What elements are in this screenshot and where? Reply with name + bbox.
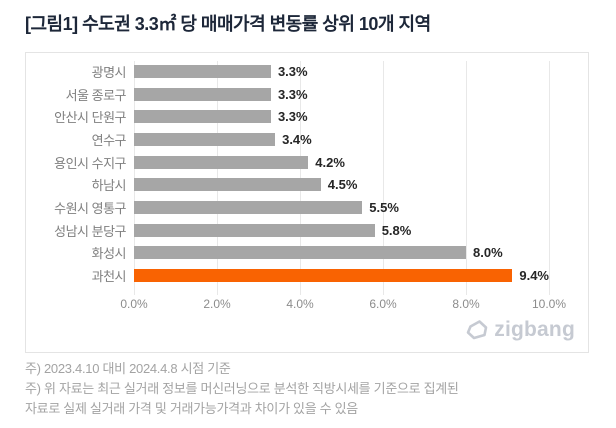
category-label: 용인시 수지구 <box>54 155 126 171</box>
category-label: 서울 종로구 <box>65 87 127 103</box>
bar-track: 3.3% <box>134 86 549 102</box>
bar-track: 9.4% <box>134 268 549 284</box>
bar-track: 3.3% <box>134 63 549 79</box>
bar-track: 3.3% <box>134 109 549 125</box>
value-label: 9.4% <box>519 268 549 284</box>
footnote-line: 주) 위 자료는 최근 실거래 정보를 머신러닝으로 분석한 직방시세를 기준으… <box>25 381 459 396</box>
category-label: 하남시 <box>91 178 127 194</box>
category-label: 화성시 <box>91 246 127 262</box>
bar <box>134 132 276 146</box>
bar-row: 광명시 3.3% <box>26 60 588 83</box>
bar-row: 연수구 3.4% <box>26 128 588 151</box>
gridline <box>549 61 550 295</box>
gridlines <box>134 61 550 295</box>
category-label: 연수구 <box>91 132 127 148</box>
footnote-line: 주) 2023.4.10 대비 2024.4.8 시점 기준 <box>25 361 231 376</box>
bar <box>134 246 466 260</box>
category-label: 수원시 영통구 <box>54 200 126 216</box>
bar-row: 서울 종로구 3.3% <box>26 83 588 106</box>
x-axis: 0.0% 2.0% 4.0% 6.0% 8.0% 10.0% <box>120 297 566 313</box>
bar <box>134 178 321 192</box>
bar-track: 8.0% <box>134 245 549 261</box>
bar-row: 성남시 분당구 5.8% <box>26 219 588 242</box>
value-label: 3.3% <box>277 86 308 102</box>
gridline <box>217 61 218 295</box>
footnotes: 주) 2023.4.10 대비 2024.4.8 시점 기준 주) 위 자료는 … <box>25 359 459 419</box>
bar-track: 5.5% <box>134 199 549 215</box>
value-label: 3.4% <box>282 131 312 147</box>
bar-row: 수원시 영통구 5.5% <box>26 196 588 219</box>
category-label: 안산시 단원구 <box>54 110 126 126</box>
category-label: 과천시 <box>91 269 127 285</box>
bar <box>134 110 271 124</box>
bar-track: 4.2% <box>134 154 549 170</box>
x-axis-tick-label: 10.0% <box>531 297 567 311</box>
x-axis-tick-label: 8.0% <box>452 297 480 311</box>
bar-track: 4.5% <box>134 177 549 193</box>
footnote-line: 자료로 실제 실거래 가격 및 거래가능가격과 차이가 있을 수 있음 <box>25 401 358 416</box>
bar <box>134 155 309 169</box>
chart-panel: 광명시 3.3% 서울 종로구 3.3% 안산시 단원구 3.3% 연수구 3.4% 용인시 수… <box>25 52 589 353</box>
bar <box>134 223 375 237</box>
bar-row: 화성시 8.0% <box>26 242 588 265</box>
x-axis-tick-label: 0.0% <box>120 297 148 311</box>
bar-row: 용인시 수지구 4.2% <box>26 151 588 174</box>
category-label: 성남시 분당구 <box>54 223 126 239</box>
category-label: 광명시 <box>91 64 127 80</box>
value-label: 5.5% <box>369 199 399 215</box>
bar <box>134 200 363 214</box>
value-label: 3.3% <box>277 109 308 125</box>
bar-row: 과천시 9.4% <box>26 264 588 287</box>
gridline <box>383 61 384 295</box>
bar <box>134 87 271 101</box>
x-axis-tick-label: 4.0% <box>286 297 314 311</box>
bar-row: 안산시 단원구 3.3% <box>26 105 588 128</box>
x-axis-tick-label: 2.0% <box>203 297 231 311</box>
bar-highlighted <box>134 269 513 283</box>
figure-title: [그림1] 수도권 3.3㎡ 당 매매가격 변동률 상위 10개 지역 <box>25 14 431 34</box>
bar-row: 하남시 4.5% <box>26 173 588 196</box>
bar <box>134 64 271 78</box>
zigbang-logo-icon <box>466 320 488 340</box>
value-label: 5.8% <box>381 222 412 238</box>
gridline <box>466 61 467 295</box>
zigbang-watermark: zigbang <box>465 318 575 342</box>
value-label: 3.3% <box>277 63 308 79</box>
bar-track: 5.8% <box>134 222 549 238</box>
zigbang-watermark-label: zigbang <box>494 318 575 341</box>
value-label: 8.0% <box>473 245 503 261</box>
value-label: 4.2% <box>315 154 345 170</box>
value-label: 4.5% <box>327 177 358 193</box>
x-axis-tick-label: 6.0% <box>369 297 397 311</box>
bar-rows: 광명시 3.3% 서울 종로구 3.3% 안산시 단원구 3.3% 연수구 3.4% 용인시 수… <box>26 60 588 287</box>
bar-track: 3.4% <box>134 131 549 147</box>
gridline <box>300 61 301 295</box>
gridline <box>134 61 135 295</box>
